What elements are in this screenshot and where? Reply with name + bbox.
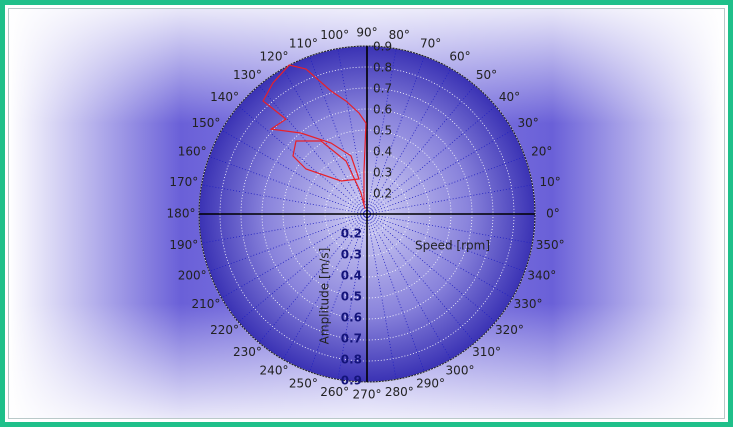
spoke-grid-line [366, 213, 496, 323]
angle-tick-label: 250° [289, 377, 318, 391]
angle-tick-label: 60° [449, 50, 470, 64]
angle-tick-label: 280° [385, 385, 414, 399]
spoke-grid-line [366, 213, 513, 299]
angle-tick-label: 90° [356, 26, 377, 40]
angle-tick-label: 110° [289, 36, 318, 50]
spoke-grid-line [309, 213, 368, 373]
angle-tick-label: 210° [191, 297, 220, 311]
spoke-grid-line [221, 129, 368, 215]
angle-tick-label: 350° [536, 238, 565, 252]
r-tick-label-lower: 0.5 [341, 290, 362, 304]
r-tick-label-lower: 0.2 [341, 227, 362, 241]
spoke-grid-line [366, 156, 526, 215]
r-tick-label: 0.3 [373, 166, 392, 180]
spoke-grid-line [366, 213, 476, 343]
spoke-grid-line [208, 156, 368, 215]
spoke-grid-line [366, 184, 533, 215]
r-tick-label: 0.2 [373, 187, 392, 201]
angle-tick-label: 120° [260, 50, 289, 64]
r-tick-label: 0.7 [373, 82, 392, 96]
angle-tick-label: 240° [260, 363, 289, 377]
spoke-grid-line [282, 213, 368, 360]
spoke-grid-line [201, 184, 368, 215]
trace-line [262, 64, 367, 210]
angle-tick-label: 330° [514, 297, 543, 311]
r-tick-label: 0.4 [373, 145, 392, 159]
r-tick-label-lower: 0.6 [341, 311, 362, 325]
chart-background: 0° 10° 20° 30° 40° 50° 60° 70° 80° 90° 100° 110° 120… [8, 8, 725, 419]
chart: 0° 10° 20° 30° 40°50° 60° 70° 80° 90° 100°110°120… [167, 26, 565, 402]
angle-tick-label: 10° [540, 175, 561, 189]
angle-tick-label: 80° [389, 28, 410, 42]
angle-tick-label: 160° [178, 145, 207, 159]
angle-tick-label: 230° [233, 345, 262, 359]
angle-tick-label: 300° [446, 363, 475, 377]
angle-tick-label: 340° [527, 268, 556, 282]
spoke-grid-line [366, 213, 533, 244]
angle-tick-label: 310° [472, 345, 501, 359]
spoke-grid-line [337, 213, 368, 380]
r-tick-label-lower: 0.3 [341, 248, 362, 262]
angle-tick-label: 70° [420, 36, 441, 50]
angle-tick-label: 320° [495, 323, 524, 337]
angle-tick-label: 270° [353, 388, 382, 402]
angle-tick-label: 130° [233, 68, 262, 82]
spoke-grid-line [366, 213, 425, 373]
angle-tick-label: 290° [416, 377, 445, 391]
r-tick-label-lower: 0.9 [341, 374, 362, 388]
r-axis-label: Speed [rpm] [415, 239, 490, 253]
r-tick-label-lower: 0.8 [341, 353, 362, 367]
angle-tick-label: 100° [320, 28, 349, 42]
angle-tick-label: 150° [191, 116, 220, 130]
spoke-grid-line [366, 213, 526, 272]
angle-tick-label: 30° [517, 116, 538, 130]
r-axis-label-lower: Amplitude [m/s] [318, 248, 332, 345]
spoke-grid-line [366, 129, 513, 215]
angle-tick-label: 220° [210, 323, 239, 337]
angle-tick-label: 200° [178, 268, 207, 282]
angle-tick-label: 50° [476, 68, 497, 82]
r-tick-label-lower: 0.4 [341, 269, 362, 283]
spoke-grid-line [258, 213, 368, 343]
spoke-grid-line [366, 213, 397, 380]
angle-tick-label: 40° [499, 90, 520, 104]
angle-tick-label: 190° [169, 238, 198, 252]
angle-tick-label: 260° [320, 385, 349, 399]
spoke-grid-line [366, 68, 452, 215]
angle-tick-label: 180° [167, 207, 196, 221]
r-tick-label: 0.9 [373, 40, 392, 54]
r-tick-label-lower: 0.7 [341, 332, 362, 346]
r-tick-label: 0.8 [373, 61, 392, 75]
angle-tick-label: 0° [546, 207, 560, 221]
r-tick-label: 0.6 [373, 103, 392, 117]
angle-tick-label: 170° [169, 175, 198, 189]
spoke-grid-line [238, 105, 368, 215]
angle-tick-label: 140° [210, 90, 239, 104]
r-tick-label: 0.5 [373, 124, 392, 138]
spoke-grid-line [201, 213, 368, 244]
angle-tick-label: 20° [531, 145, 552, 159]
